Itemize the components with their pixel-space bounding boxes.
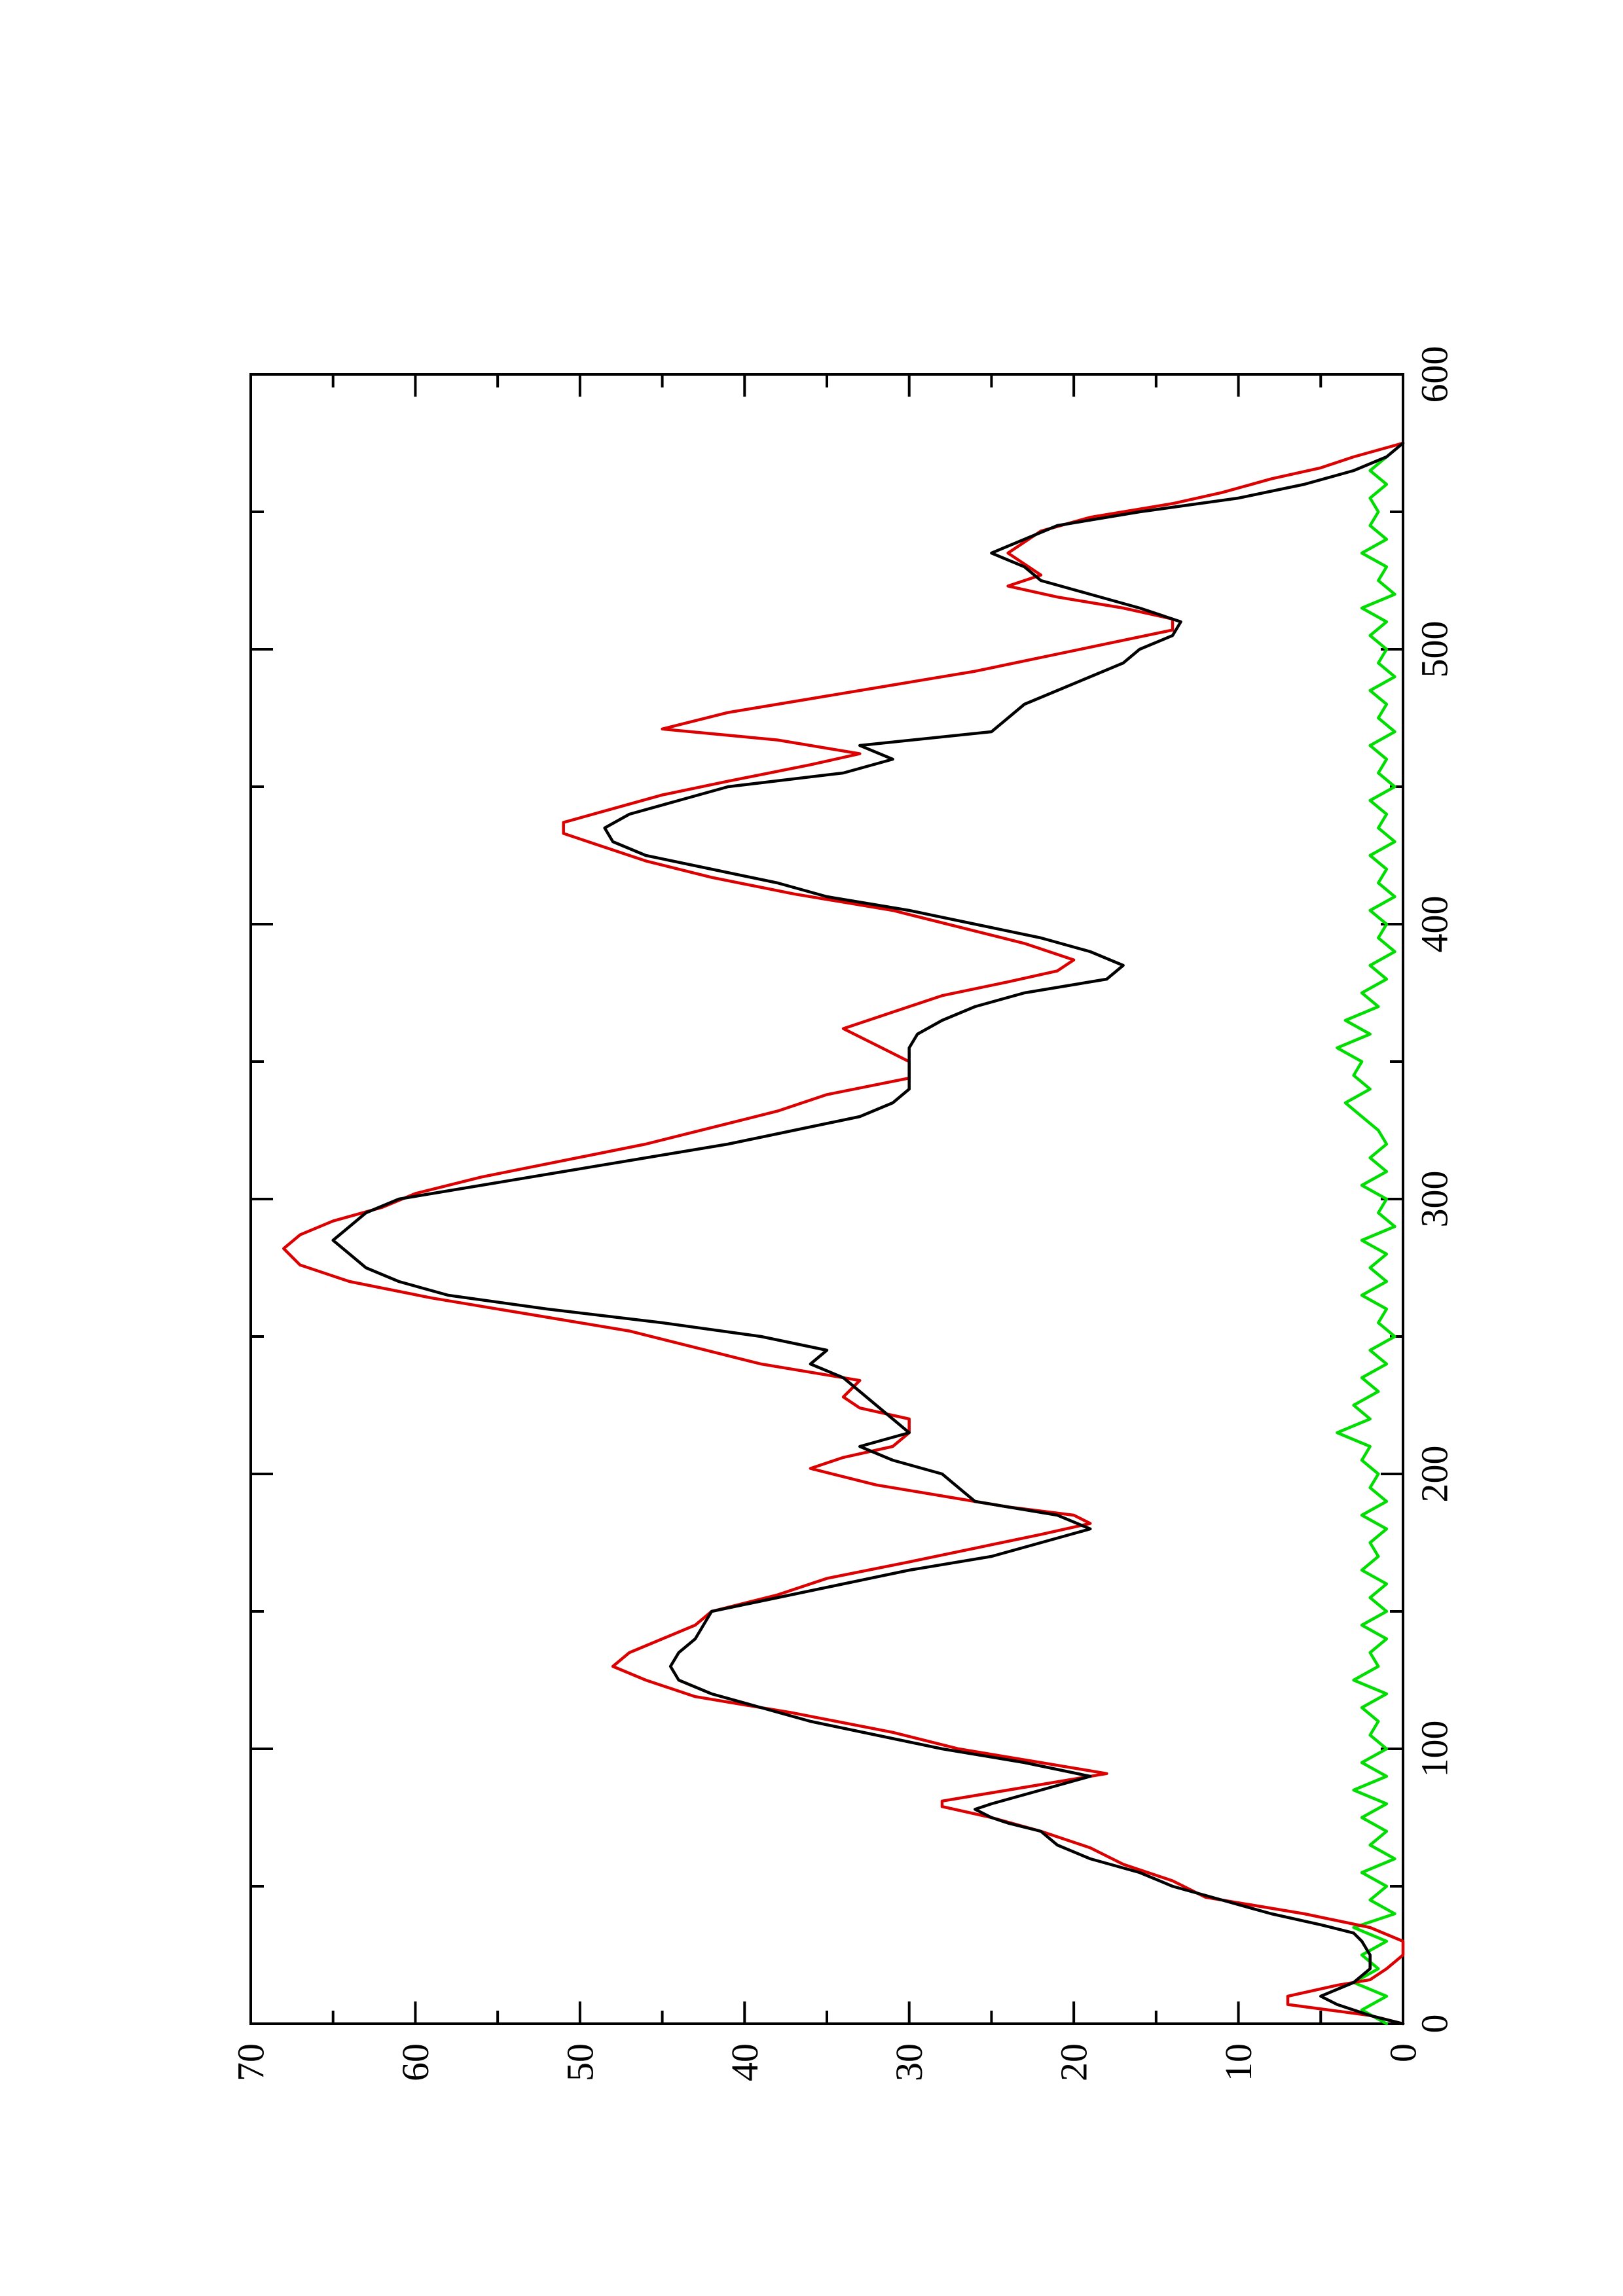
series-line-2 <box>1336 455 1396 2026</box>
y-tick-label-50: 50 <box>558 2043 601 2081</box>
x-tick-label-500: 500 <box>1413 621 1456 678</box>
tick-labels: 0 100 200 300 400 500 600 0 10 20 30 40 50 60 70 <box>230 346 1456 2082</box>
x-tick-label-400: 400 <box>1413 896 1456 953</box>
plot-area <box>249 373 1405 2026</box>
series-line-1 <box>282 441 1405 2026</box>
y-tick-label-30: 30 <box>888 2043 930 2081</box>
y-tick-label-40: 40 <box>723 2043 766 2081</box>
x-tick-label-0: 0 <box>1413 2015 1456 2034</box>
x-tick-label-600: 600 <box>1413 346 1456 403</box>
y-tick-label-70: 70 <box>230 2043 272 2081</box>
x-tick-label-300: 300 <box>1413 1171 1456 1228</box>
x-tick-label-100: 100 <box>1413 1721 1456 1778</box>
series-line-0 <box>331 441 1405 2026</box>
x-tick-label-200: 200 <box>1413 1446 1456 1503</box>
y-tick-label-20: 20 <box>1053 2043 1095 2081</box>
y-tick-label-0: 0 <box>1382 2043 1425 2062</box>
y-tick-label-60: 60 <box>394 2043 437 2081</box>
y-tick-label-10: 10 <box>1217 2043 1260 2081</box>
